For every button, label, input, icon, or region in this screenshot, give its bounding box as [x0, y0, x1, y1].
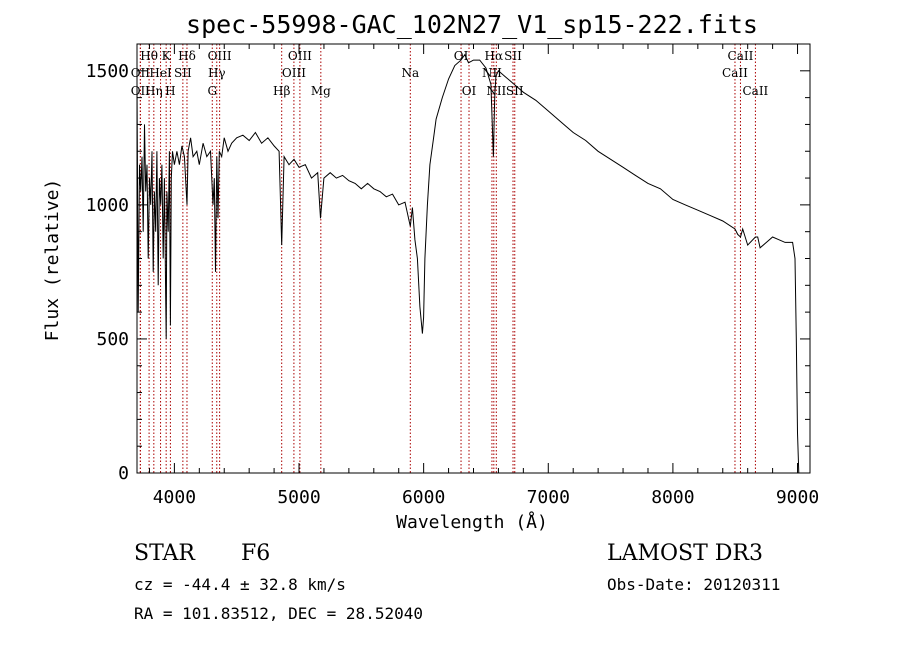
x-axis-title: Wavelength (Å) [396, 511, 548, 533]
line-marker-label-6: H [165, 84, 175, 98]
redshift-readout: cz = -44.4 ± 32.8 km/s [134, 575, 346, 594]
spectrum-series-line [136, 53, 800, 474]
x-tick-label-1: 5000 [277, 487, 320, 508]
y-axis-ticks: 0 500 1000 1500 [86, 43, 810, 484]
survey-name: LAMOST DR3 [607, 541, 763, 566]
y-tick-label-3: 1500 [86, 61, 129, 82]
line-marker-label-21: NII [486, 84, 506, 98]
object-type: STAR [134, 541, 196, 566]
y-tick-label-1: 500 [96, 329, 129, 350]
line-markers [139, 44, 756, 473]
x-tick-label-0: 4000 [153, 487, 196, 508]
line-marker-label-2: OII [131, 84, 151, 98]
line-marker-label-10: Hγ [208, 66, 226, 80]
x-tick-label-3: 7000 [527, 487, 570, 508]
line-marker-label-15: Mg [311, 84, 331, 98]
line-marker-label-14: OIII [288, 49, 312, 63]
x-axis-ticks: 4000 5000 6000 7000 8000 9000 [148, 44, 819, 508]
line-marker-label-16: Na [401, 66, 419, 80]
line-marker-label-18: OI [462, 84, 477, 98]
line-marker-label-20: NII [482, 66, 502, 80]
obs-date: Obs-Date: 20120311 [607, 575, 780, 594]
line-marker-label-13: OIII [282, 66, 306, 80]
line-marker-label-5: HeI [149, 66, 172, 80]
line-marker-label-12: Hβ [273, 84, 290, 98]
line-marker-label-0: Hθ [140, 49, 158, 63]
line-marker-label-26: CaII [742, 84, 768, 98]
chart-title: spec-55998-GAC_102N27_V1_sp15-222.fits [186, 10, 758, 39]
line-marker-label-11: G [207, 84, 217, 98]
line-marker-label-8: SII [174, 66, 192, 80]
coordinates-readout: RA = 101.83512, DEC = 28.52040 [134, 604, 423, 623]
line-marker-label-9: OIII [208, 49, 232, 63]
line-marker-label-19: Hα [485, 49, 504, 63]
line-marker-label-24: CaII [728, 49, 754, 63]
y-axis-title: Flux (relative) [42, 179, 63, 342]
line-marker-label-23: SII [506, 84, 524, 98]
line-marker-label-3: Hη [145, 84, 163, 98]
y-tick-label-0: 0 [118, 463, 129, 484]
line-marker-label-17: OI [454, 49, 469, 63]
line-marker-label-25: CaII [722, 66, 748, 80]
x-tick-label-2: 6000 [402, 487, 445, 508]
line-marker-label-22: SII [504, 49, 522, 63]
y-tick-label-2: 1000 [86, 195, 129, 216]
x-tick-label-5: 9000 [776, 487, 819, 508]
line-marker-label-1: OII [131, 66, 151, 80]
line-marker-label-7: Hδ [178, 49, 196, 63]
plot-frame [136, 43, 811, 474]
x-tick-label-4: 8000 [651, 487, 694, 508]
line-marker-label-4: K [162, 49, 172, 63]
object-subclass: F6 [241, 541, 270, 566]
